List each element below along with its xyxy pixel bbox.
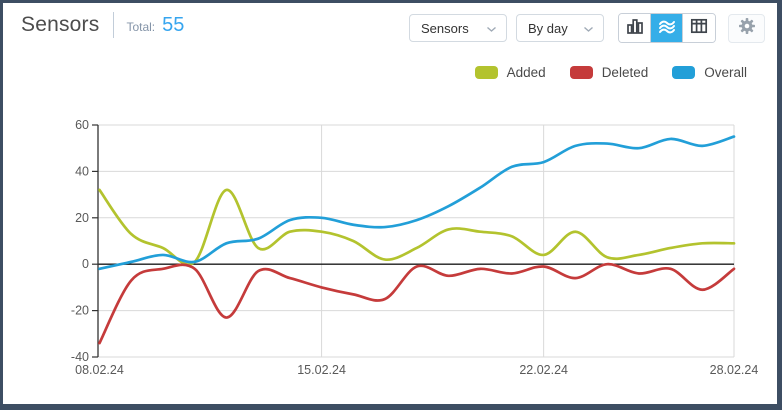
bar-view-button[interactable] [619,14,651,42]
table-icon [689,16,709,41]
svg-text:22.02.24: 22.02.24 [519,363,568,377]
line-chart[interactable]: 60 40 20 0 -20 -40 08.02.24 15.02.24 22.02.24 28.… [3,106,777,401]
svg-text:60: 60 [75,118,89,132]
svg-text:-20: -20 [71,304,89,318]
legend-label: Deleted [601,65,649,80]
chart-legend: Added Deleted Overall [474,65,747,80]
period-select-value: By day [528,20,568,36]
settings-button[interactable] [728,13,765,43]
chevron-down-icon [486,21,497,36]
legend-label: Overall [704,65,747,80]
legend-label: Added [506,65,546,80]
period-select[interactable]: By day [516,14,604,42]
entity-select[interactable]: Sensors [409,14,507,42]
table-view-button[interactable] [683,14,715,42]
legend-item-added[interactable]: Added [474,65,546,80]
chevron-down-icon [583,21,594,36]
view-switcher [618,13,716,43]
legend-item-overall[interactable]: Overall [672,65,747,80]
legend-item-deleted[interactable]: Deleted [569,65,649,80]
svg-text:20: 20 [75,211,89,225]
total-label: Total: [126,19,156,34]
added-swatch [474,66,498,79]
svg-text:15.02.24: 15.02.24 [297,363,346,377]
entity-select-value: Sensors [421,20,469,36]
gear-icon [737,16,757,41]
bar-chart-icon [625,16,645,41]
line-view-button[interactable] [651,14,683,42]
svg-text:-40: -40 [71,350,89,364]
svg-text:08.02.24: 08.02.24 [75,363,124,377]
overall-swatch [672,66,696,79]
page-title: Sensors [21,13,100,36]
widget-header: Sensors Total: 55 [21,12,184,38]
line-chart-icon [657,16,677,41]
total-count: 55 [162,13,185,36]
svg-text:0: 0 [82,257,89,271]
header-divider [113,12,115,38]
deleted-swatch [569,66,593,79]
toolbar: Sensors By day [409,13,765,43]
svg-text:40: 40 [75,164,89,178]
svg-text:28.02.24: 28.02.24 [710,363,759,377]
